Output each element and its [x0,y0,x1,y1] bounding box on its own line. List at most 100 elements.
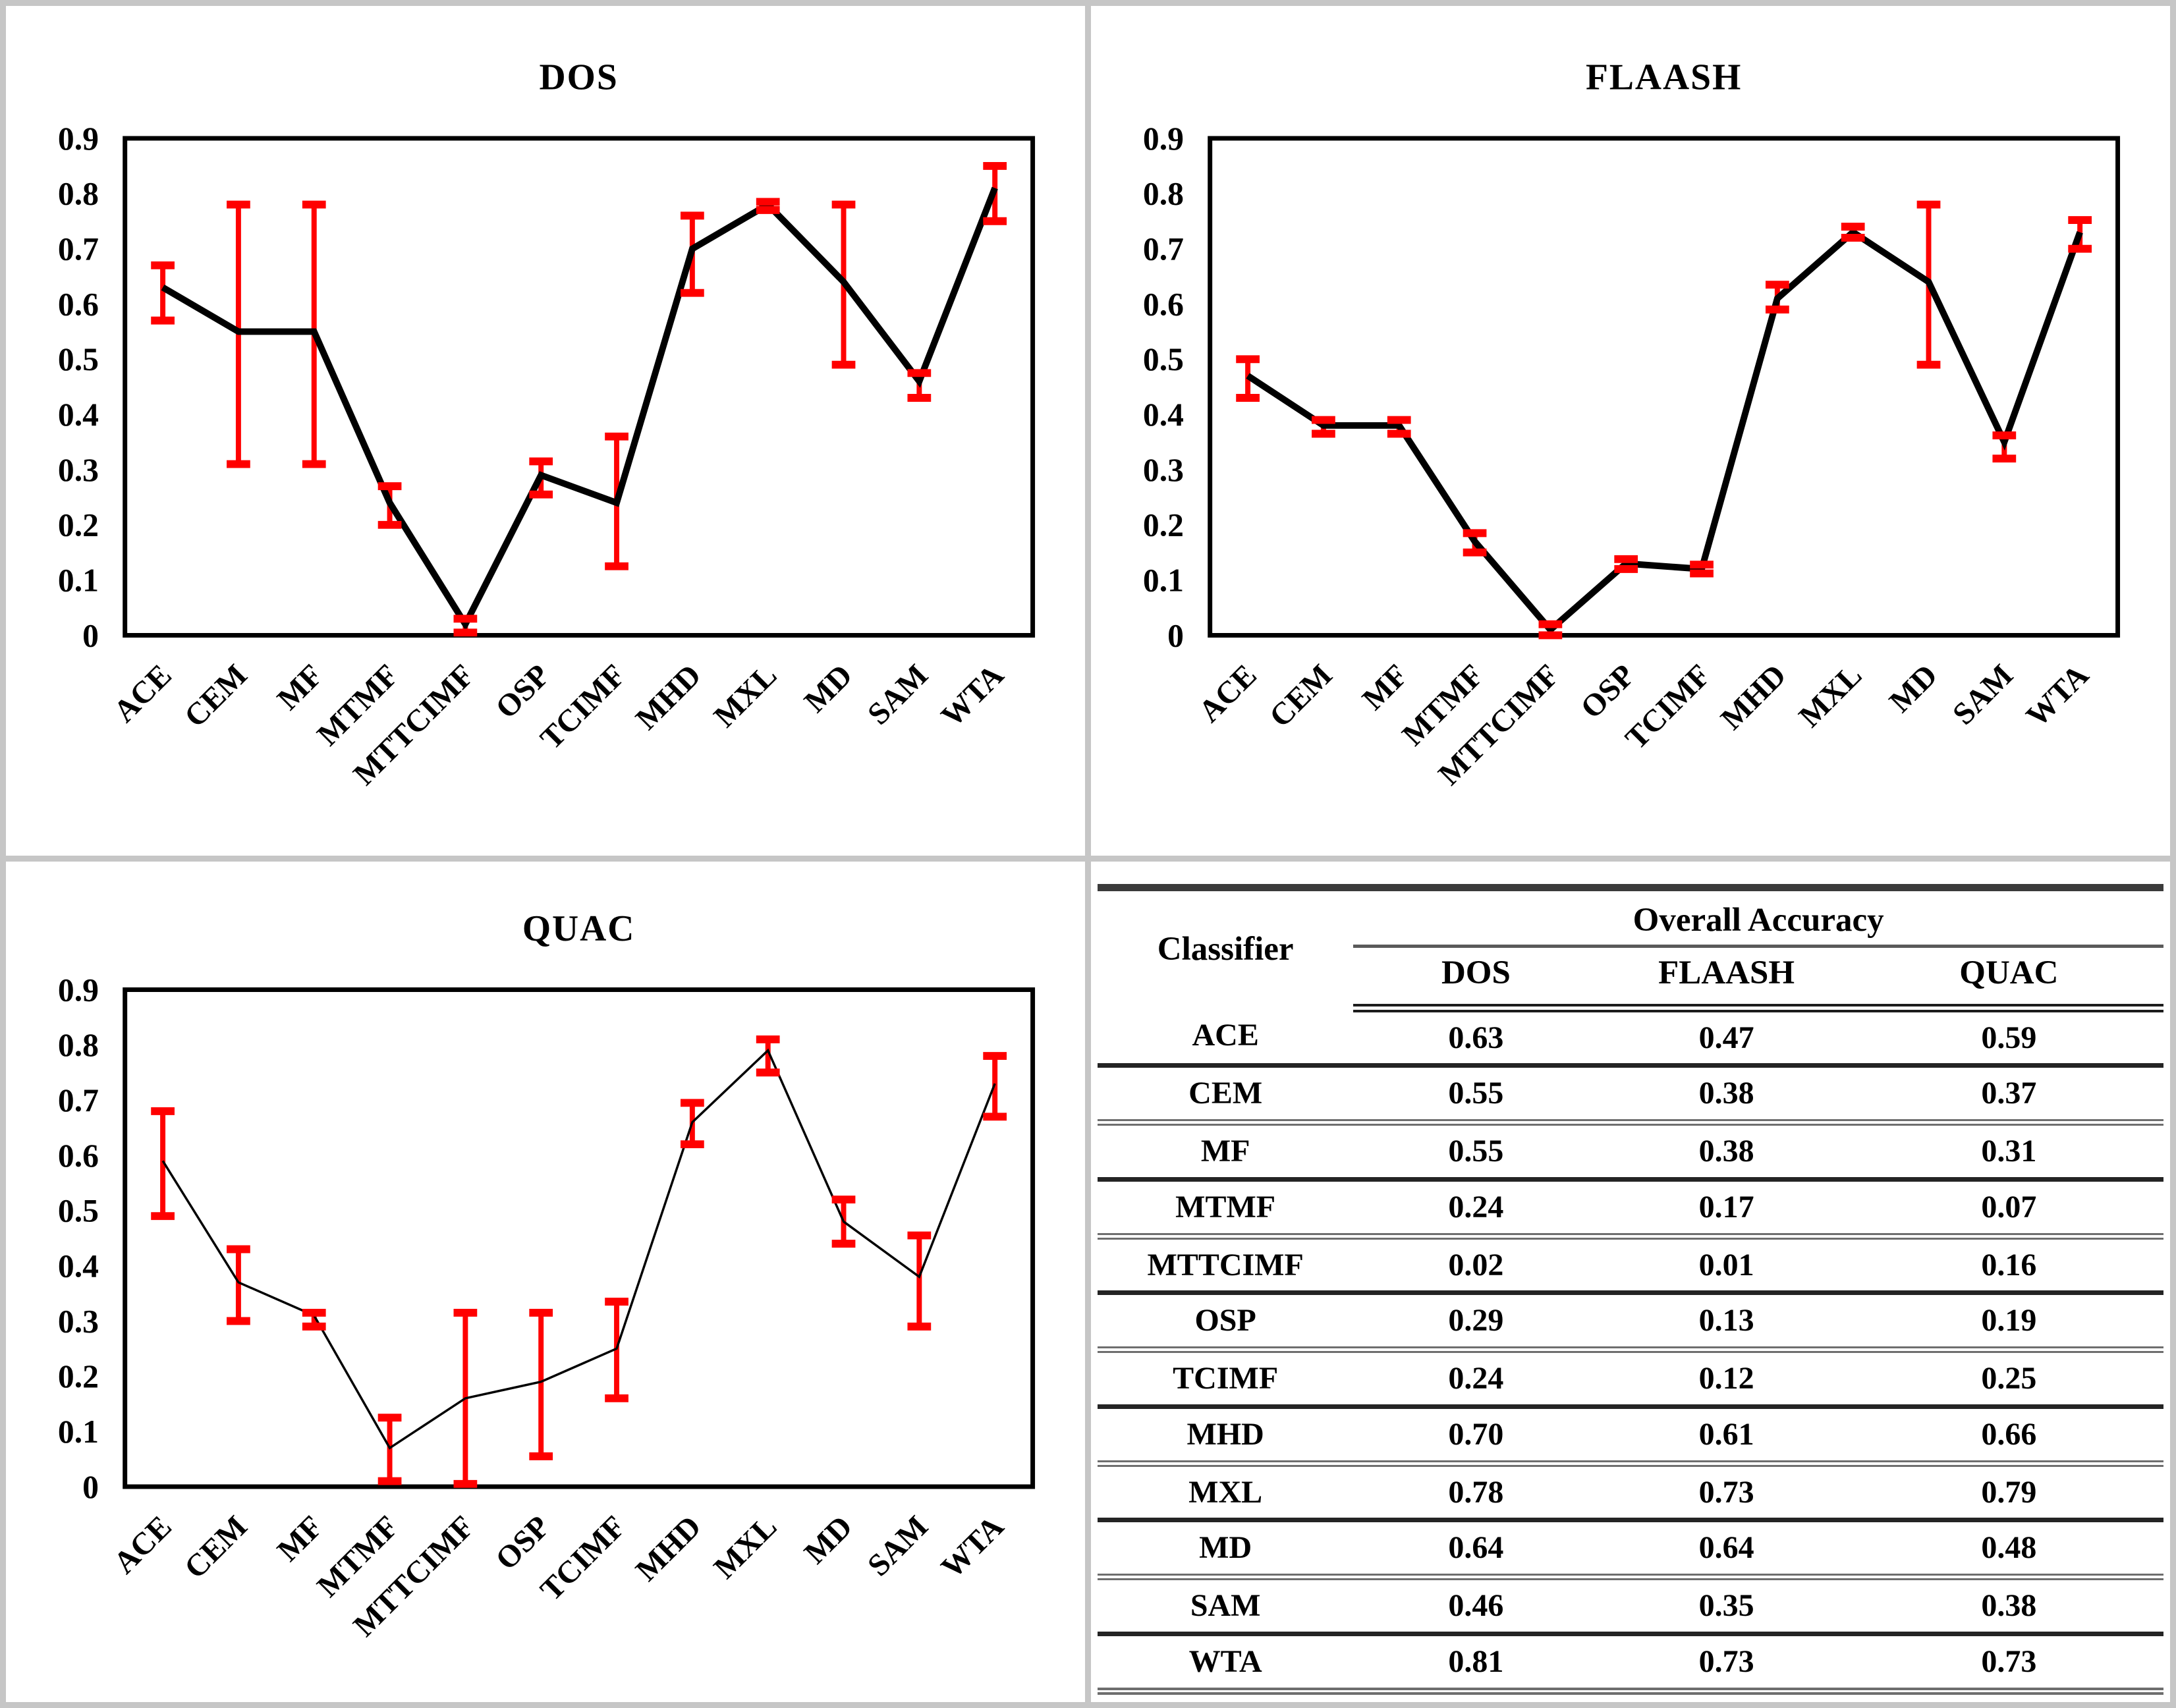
y-tick-label: 0.2 [1143,507,1184,543]
x-tick-label: MD [798,658,859,719]
accuracy-table-panel: Classifier Overall Accuracy DOS FLAASH Q… [1091,861,2170,1702]
table-row: MTMF 0.24 0.17 0.07 [1098,1179,2163,1236]
y-tick-label: 0.5 [58,1192,99,1228]
x-tick-label: MD [1883,658,1944,719]
y-tick-label: 0.3 [58,1303,99,1339]
y-tick-label: 0.1 [1143,563,1184,599]
x-tick-label: CEM [1263,658,1339,734]
table-row: MHD 0.70 0.61 0.66 [1098,1406,2163,1464]
table-row: MTTCIMF 0.02 0.01 0.16 [1098,1236,2163,1293]
quac-chart-panel: QUAC 0 0.1 0.2 0.3 0.4 0.5 0.6 0.7 0.8 0.9 ACE CEM MF… [6,861,1085,1702]
accuracy-value: 0.29 [1448,1303,1504,1338]
accuracy-value: 0.07 [1981,1189,2037,1225]
x-tick-label: MHD [629,658,708,736]
y-tick-label: 0 [82,1468,99,1504]
accuracy-value: 0.31 [1981,1134,2037,1169]
x-tick-label: WTA [935,658,1011,734]
accuracy-value: 0.48 [1981,1530,2037,1566]
accuracy-value: 0.37 [1981,1076,2037,1111]
x-tick-label: SAM [861,658,935,732]
column-header-quac: QUAC [1854,946,2163,1012]
dos-chart-svg: DOS 0 0.1 0.2 0.3 0.4 0.5 0.6 0.7 0.8 0.9 ACE CEM MF M… [58,57,1036,792]
y-tick-label: 0.7 [58,1082,99,1118]
accuracy-value: 0.79 [1981,1474,2037,1510]
y-tick-label: 0.9 [1143,121,1184,157]
dos-chart-panel: DOS 0 0.1 0.2 0.3 0.4 0.5 0.6 0.7 0.8 0.9 ACE CEM MF M… [6,6,1085,856]
classifier-name: MXL [1188,1474,1263,1510]
y-tick-label: 0.6 [58,286,99,322]
x-tick-label: MXL [708,1509,783,1585]
accuracy-value: 0.66 [1981,1416,2037,1452]
y-tick-label: 0 [82,617,99,653]
y-tick-label: 0.8 [1143,176,1184,212]
y-tick-label: 0.5 [1143,341,1184,377]
y-tick-label: 0.1 [58,563,99,599]
accuracy-value: 0.55 [1448,1076,1504,1111]
x-tick-label: MHD [1714,658,1793,736]
x-tick-label: CEM [178,1509,254,1585]
x-tick-label: ACE [1192,658,1264,729]
flaash-chart-panel: FLAASH 0 0.1 0.2 0.3 0.4 0.5 0.6 0.7 0.8 0.9 ACE CEM… [1091,6,2170,856]
y-tick-label: 0.6 [58,1137,99,1173]
data-line [161,1048,996,1450]
x-tick-label: TCIMF [534,658,632,756]
x-tick-label: ACE [107,658,179,729]
accuracy-value: 0.81 [1448,1643,1504,1679]
classifier-name: MTMF [1175,1189,1276,1225]
y-tick-label: 0.2 [58,507,99,543]
column-header-dos: DOS [1353,946,1599,1012]
accuracy-value: 0.59 [1981,1020,2037,1055]
data-line [161,186,998,631]
y-tick-label: 0.7 [1143,231,1184,267]
accuracy-table: Classifier Overall Accuracy DOS FLAASH Q… [1098,883,2163,1695]
classifier-name: MF [1200,1134,1250,1169]
accuracy-value: 0.63 [1448,1020,1504,1055]
x-tick-label: WTA [2020,658,2096,734]
y-tick-label: 0.4 [1143,397,1184,433]
x-tick-label: TCIMF [534,1509,632,1607]
table-row: MXL 0.78 0.73 0.79 [1098,1464,2163,1520]
y-tick-label: 0.9 [58,121,99,157]
accuracy-value: 0.73 [1698,1474,1754,1510]
accuracy-value: 0.38 [1981,1588,2037,1624]
x-tick-label: ACE [107,1509,179,1580]
chart-title: FLAASH [1586,57,1742,98]
classifier-name: MHD [1186,1416,1264,1452]
classifier-name: OSP [1194,1303,1256,1338]
plot-frame [123,987,1036,1489]
classifier-name: SAM [1190,1588,1261,1624]
accuracy-value: 0.38 [1698,1134,1754,1169]
classifier-name: MTTCIMF [1147,1247,1304,1282]
accuracy-value: 0.02 [1448,1247,1504,1282]
plot-frame [1208,136,2121,638]
y-tick-label: 0.3 [1143,452,1184,488]
accuracy-value: 0.38 [1698,1076,1754,1111]
table-row: MF 0.55 0.38 0.31 [1098,1122,2163,1180]
table-row: CEM 0.55 0.38 0.37 [1098,1066,2163,1123]
y-tick-label: 0.4 [58,397,99,433]
accuracy-value: 0.73 [1698,1643,1754,1679]
x-tick-label: OSP [1575,658,1642,725]
x-tick-label: MXL [708,658,783,734]
y-tick-label: 0.8 [58,1027,99,1063]
accuracy-value: 0.01 [1698,1247,1754,1282]
x-tick-label: SAM [1946,658,2020,732]
accuracy-value: 0.24 [1448,1189,1504,1225]
accuracy-value: 0.46 [1448,1588,1504,1624]
accuracy-value: 0.12 [1698,1361,1754,1396]
table-row: ACE 0.63 0.47 0.59 [1098,1008,2163,1066]
y-tick-label: 0.1 [58,1414,99,1450]
y-tick-label: 0.3 [58,452,99,488]
x-tick-label: CEM [178,658,254,734]
accuracy-value: 0.24 [1448,1361,1504,1396]
y-tick-label: 0.9 [58,972,99,1008]
column-header-row: DOS FLAASH QUAC [1098,946,2163,1012]
accuracy-table-body: ACE 0.63 0.47 0.59 CEM 0.55 0.38 0.37 MF 0.55 0.38… [1098,1008,2163,1691]
x-tick-label: OSP [489,658,557,725]
x-tick-label: SAM [861,1509,935,1583]
classifier-column-header: Classifier [1157,930,1294,968]
accuracy-value: 0.64 [1698,1530,1754,1566]
y-tick-label: 0.4 [58,1248,99,1284]
y-tick-label: 0.8 [58,176,99,212]
